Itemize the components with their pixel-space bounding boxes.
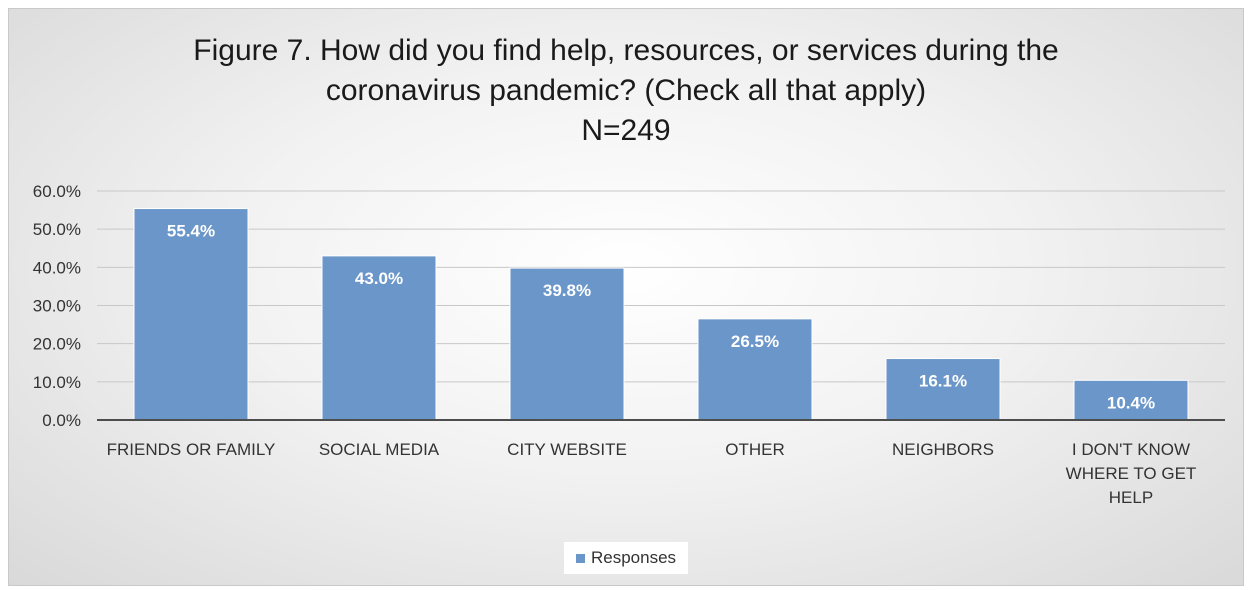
x-tick-label: HELP bbox=[1109, 488, 1153, 507]
x-tick-label: SOCIAL MEDIA bbox=[319, 440, 440, 459]
data-label: 55.4% bbox=[167, 222, 215, 241]
y-tick-label: 40.0% bbox=[33, 258, 81, 277]
legend-label: Responses bbox=[590, 548, 677, 567]
x-tick-label: NEIGHBORS bbox=[892, 440, 994, 459]
chart-title-line-1: Figure 7. How did you find help, resourc… bbox=[193, 34, 1059, 67]
bar bbox=[133, 208, 249, 421]
legend: Responses bbox=[9, 542, 1243, 574]
bar bbox=[697, 318, 813, 421]
y-tick-label: 20.0% bbox=[33, 335, 81, 354]
data-label: 10.4% bbox=[1107, 393, 1155, 412]
x-tick-label: I DON'T KNOW bbox=[1072, 440, 1190, 459]
chart-frame: Figure 7. How did you find help, resourc… bbox=[8, 8, 1244, 586]
bar-chart: 0.0% 10.0% 20.0% 30.0% 40.0% 50.0% 60.0% 55.4% F… bbox=[33, 182, 1225, 507]
y-tick-label: 10.0% bbox=[33, 373, 81, 392]
y-tick-label: 30.0% bbox=[33, 297, 81, 316]
chart-title-line-3: N=249 bbox=[581, 114, 671, 147]
legend-swatch bbox=[575, 553, 585, 563]
legend-item: Responses bbox=[563, 542, 689, 574]
y-tick-label: 0.0% bbox=[42, 411, 81, 430]
x-tick-label: WHERE TO GET bbox=[1066, 464, 1197, 483]
chart-title: Figure 7. How did you find help, resourc… bbox=[9, 31, 1243, 151]
data-label: 39.8% bbox=[543, 281, 591, 300]
data-label: 26.5% bbox=[731, 332, 779, 351]
y-tick-label: 60.0% bbox=[33, 182, 81, 201]
x-tick-label: FRIENDS OR FAMILY bbox=[107, 440, 276, 459]
x-tick-label: OTHER bbox=[725, 440, 785, 459]
x-tick-label: CITY WEBSITE bbox=[507, 440, 627, 459]
data-label: 43.0% bbox=[355, 269, 403, 288]
bar bbox=[321, 255, 437, 421]
chart-title-line-2: coronavirus pandemic? (Check all that ap… bbox=[325, 74, 927, 107]
data-label: 16.1% bbox=[919, 372, 967, 391]
y-tick-label: 50.0% bbox=[33, 220, 81, 239]
bar bbox=[509, 267, 625, 421]
